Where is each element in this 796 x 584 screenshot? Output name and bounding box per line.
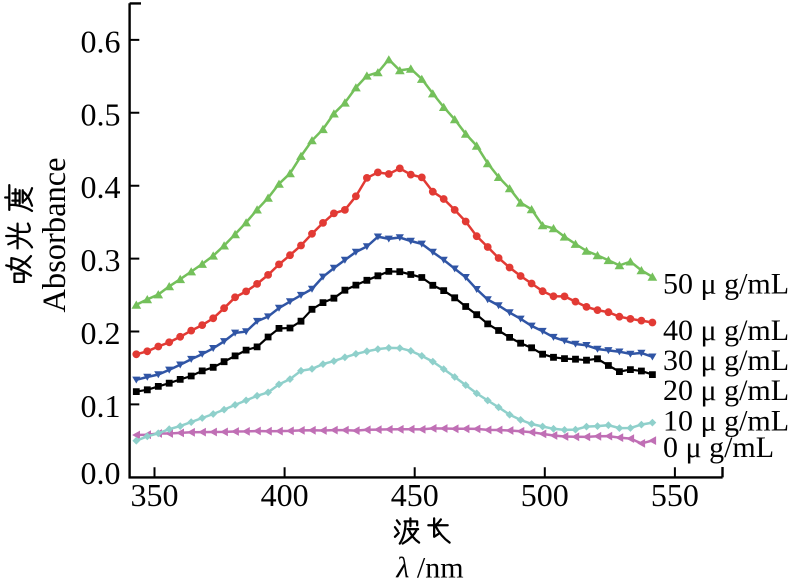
svg-text:450: 450 bbox=[391, 477, 439, 513]
svg-text:40 μ g/mL: 40 μ g/mL bbox=[663, 314, 789, 347]
svg-text:30 μ g/mL: 30 μ g/mL bbox=[663, 344, 789, 377]
svg-text:0.3: 0.3 bbox=[81, 242, 121, 278]
svg-text:0.6: 0.6 bbox=[81, 23, 121, 59]
svg-text:500: 500 bbox=[521, 477, 569, 513]
svg-text:50 μ g/mL: 50 μ g/mL bbox=[663, 268, 789, 301]
svg-text:0 μ g/mL: 0 μ g/mL bbox=[663, 431, 774, 464]
svg-text:400: 400 bbox=[261, 477, 309, 513]
svg-text:0.2: 0.2 bbox=[81, 315, 121, 351]
svg-text:0.4: 0.4 bbox=[81, 169, 121, 205]
svg-text:Absorbance: Absorbance bbox=[37, 157, 73, 312]
svg-text:0.1: 0.1 bbox=[81, 388, 121, 424]
svg-text:20 μ g/mL: 20 μ g/mL bbox=[663, 374, 789, 407]
svg-text:0.5: 0.5 bbox=[81, 96, 121, 132]
svg-text:550: 550 bbox=[651, 477, 699, 513]
svg-text:0.0: 0.0 bbox=[81, 455, 121, 491]
svg-text:λ /nm: λ /nm bbox=[395, 552, 463, 584]
svg-text:10 μ g/mL: 10 μ g/mL bbox=[663, 404, 789, 437]
svg-text:350: 350 bbox=[131, 477, 179, 513]
